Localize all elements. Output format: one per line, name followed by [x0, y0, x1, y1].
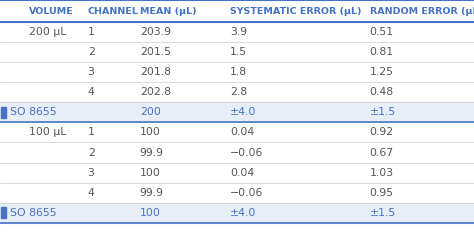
- Text: 100: 100: [140, 168, 161, 177]
- Bar: [0, 62, 474, 82]
- Text: MEAN (μL): MEAN (μL): [140, 7, 196, 16]
- Text: ±4.0: ±4.0: [230, 108, 256, 117]
- Text: −0.06: −0.06: [230, 188, 263, 197]
- Text: 1.03: 1.03: [370, 168, 394, 177]
- Bar: [0, 163, 474, 183]
- Text: 100: 100: [140, 128, 161, 137]
- Text: 99.9: 99.9: [140, 188, 164, 197]
- Text: CHANNEL: CHANNEL: [88, 7, 138, 16]
- Bar: [0, 142, 474, 163]
- Text: 200 μL: 200 μL: [29, 28, 67, 37]
- Text: 1: 1: [88, 28, 95, 37]
- Text: −0.06: −0.06: [230, 148, 263, 157]
- Text: 1.5: 1.5: [230, 48, 247, 57]
- Bar: [0, 122, 474, 142]
- Text: 0.48: 0.48: [370, 88, 394, 97]
- Bar: [0, 22, 474, 42]
- Bar: [0, 203, 474, 223]
- Text: 201.5: 201.5: [140, 48, 171, 57]
- Text: 0.81: 0.81: [370, 48, 394, 57]
- Text: 0.67: 0.67: [370, 148, 394, 157]
- Text: ±1.5: ±1.5: [370, 108, 396, 117]
- Text: 1.25: 1.25: [370, 68, 394, 77]
- Text: 2: 2: [88, 48, 95, 57]
- Text: 2: 2: [88, 148, 95, 157]
- Text: 1: 1: [88, 128, 95, 137]
- Text: 0.51: 0.51: [370, 28, 394, 37]
- Text: 201.8: 201.8: [140, 68, 171, 77]
- Text: 4: 4: [88, 188, 95, 197]
- Text: 1.8: 1.8: [230, 68, 247, 77]
- Text: 100: 100: [140, 208, 161, 217]
- Bar: [1, 207, 6, 218]
- Text: SYSTEMATIC ERROR (μL): SYSTEMATIC ERROR (μL): [230, 7, 361, 16]
- Bar: [0, 183, 474, 203]
- Text: RANDOM ERROR (μL): RANDOM ERROR (μL): [370, 7, 474, 16]
- Bar: [0, 42, 474, 62]
- Text: 0.04: 0.04: [230, 168, 254, 177]
- Text: 2.8: 2.8: [230, 88, 247, 97]
- Bar: [0, 102, 474, 122]
- Text: ±4.0: ±4.0: [230, 208, 256, 217]
- Text: 0.95: 0.95: [370, 188, 394, 197]
- Text: SO 8655: SO 8655: [10, 208, 57, 217]
- Bar: [0, 82, 474, 102]
- Text: 3: 3: [88, 68, 95, 77]
- Text: 3.9: 3.9: [230, 28, 247, 37]
- Text: 200: 200: [140, 108, 161, 117]
- Text: 100 μL: 100 μL: [29, 128, 67, 137]
- Text: 0.92: 0.92: [370, 128, 394, 137]
- Text: VOLUME: VOLUME: [29, 7, 74, 16]
- Text: 3: 3: [88, 168, 95, 177]
- Text: SO 8655: SO 8655: [10, 108, 57, 117]
- Text: 4: 4: [88, 88, 95, 97]
- Text: 0.04: 0.04: [230, 128, 254, 137]
- Bar: [1, 107, 6, 118]
- Text: 203.9: 203.9: [140, 28, 171, 37]
- Bar: [0, 0, 474, 22]
- Text: ±1.5: ±1.5: [370, 208, 396, 217]
- Text: 99.9: 99.9: [140, 148, 164, 157]
- Text: 202.8: 202.8: [140, 88, 171, 97]
